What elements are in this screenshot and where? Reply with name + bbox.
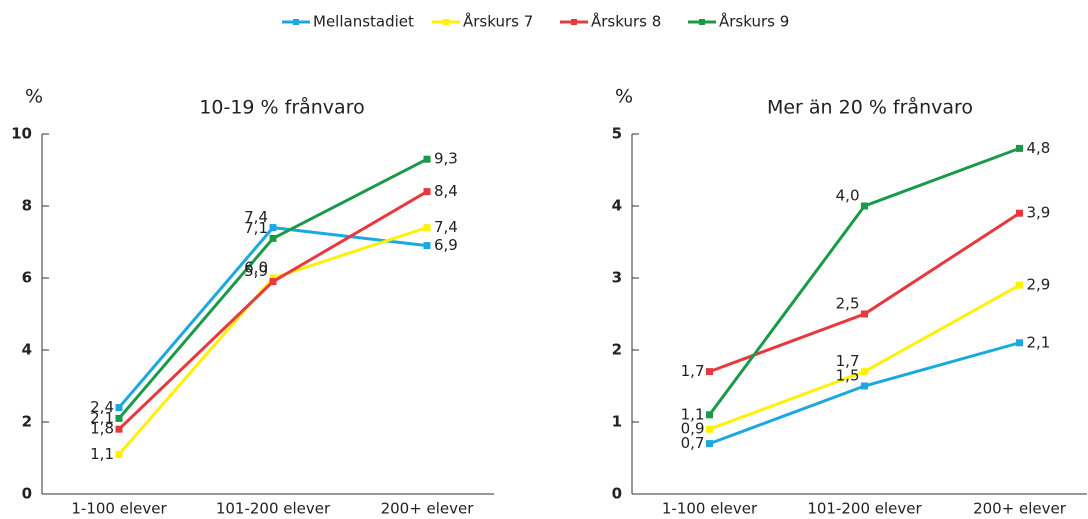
data-label: 3,9 — [1027, 204, 1051, 222]
chart-title: Mer än 20 % frånvaro — [767, 96, 973, 119]
y-tick-label: 6 — [22, 269, 32, 287]
marker — [115, 404, 123, 412]
data-label: 2,9 — [1027, 276, 1051, 294]
x-tick-label: 1-100 elever — [662, 500, 758, 518]
marker — [115, 425, 123, 433]
marker — [1016, 144, 1023, 152]
marker — [269, 278, 277, 286]
y-axis-label: % — [615, 86, 633, 108]
marker — [706, 440, 713, 448]
data-label: 1,8 — [90, 420, 114, 438]
marker — [423, 188, 431, 196]
x-tick-label: 1-100 elever — [71, 500, 167, 518]
y-tick-label: 2 — [22, 413, 32, 431]
legend-marker — [293, 19, 299, 25]
data-label: 6,9 — [434, 236, 458, 254]
y-tick-label: 2 — [612, 341, 622, 359]
marker — [861, 310, 868, 318]
y-tick-label: 5 — [612, 125, 622, 143]
marker — [706, 425, 713, 433]
x-tick-label: 200+ elever — [381, 500, 475, 518]
data-label: 2,1 — [1027, 333, 1051, 351]
data-label: 4,0 — [836, 187, 860, 205]
data-label: 7,4 — [434, 218, 458, 236]
marker — [269, 274, 277, 282]
legend-marker — [699, 19, 705, 25]
data-label: 2,5 — [836, 295, 860, 313]
legend-marker — [571, 19, 577, 25]
line — [117, 226, 428, 456]
y-tick-label: 0 — [612, 485, 622, 503]
y-tick-label: 4 — [612, 197, 622, 215]
data-label: 9,3 — [434, 150, 458, 168]
marker — [861, 368, 868, 376]
data-label: 8,4 — [434, 182, 458, 200]
marker — [1016, 281, 1023, 289]
y-tick-label: 3 — [612, 269, 622, 287]
data-label: 1,5 — [836, 367, 860, 385]
legend-marker — [443, 19, 449, 25]
marker — [861, 202, 868, 210]
marker — [1016, 209, 1023, 217]
marker — [706, 368, 713, 376]
legend-label: Årskurs 9 — [719, 12, 789, 31]
legend-label: Mellanstadiet — [313, 13, 414, 31]
data-label: 1,7 — [681, 362, 705, 380]
line — [708, 211, 1021, 374]
data-label: 1,1 — [681, 405, 705, 423]
x-tick-label: 200+ elever — [973, 500, 1067, 518]
marker — [115, 414, 123, 422]
x-tick-label: 101-200 elever — [807, 500, 922, 518]
y-tick-label: 1 — [612, 413, 622, 431]
data-label: 7,4 — [244, 208, 268, 226]
marker — [423, 224, 431, 232]
line — [117, 157, 428, 420]
x-tick-label: 101-200 elever — [216, 500, 331, 518]
data-label: 4,8 — [1027, 139, 1051, 157]
data-label: 2,1 — [90, 409, 114, 427]
marker — [423, 155, 431, 163]
line — [708, 341, 1020, 446]
marker — [269, 224, 277, 232]
data-label: 2,4 — [90, 398, 114, 416]
data-label: 6,0 — [244, 259, 268, 277]
y-tick-label: 10 — [11, 125, 32, 143]
chart-title: 10-19 % frånvaro — [199, 96, 364, 119]
y-axis-label: % — [25, 86, 43, 108]
marker — [1016, 339, 1023, 347]
data-label: 0,9 — [681, 420, 705, 438]
legend-label: Årskurs 7 — [463, 12, 533, 31]
y-tick-label: 8 — [22, 197, 32, 215]
data-label: 1,1 — [90, 445, 114, 463]
y-tick-label: 0 — [22, 485, 32, 503]
marker — [706, 411, 713, 419]
data-label: 7,1 — [244, 219, 268, 237]
data-label: 1,7 — [836, 352, 860, 370]
marker — [423, 242, 431, 250]
data-label: 0,7 — [681, 434, 705, 452]
line — [117, 226, 428, 409]
marker — [115, 450, 123, 458]
marker — [269, 234, 277, 242]
data-label: 5,9 — [244, 262, 268, 280]
y-tick-label: 4 — [22, 341, 32, 359]
marker — [861, 382, 868, 390]
legend-label: Årskurs 8 — [591, 12, 661, 31]
